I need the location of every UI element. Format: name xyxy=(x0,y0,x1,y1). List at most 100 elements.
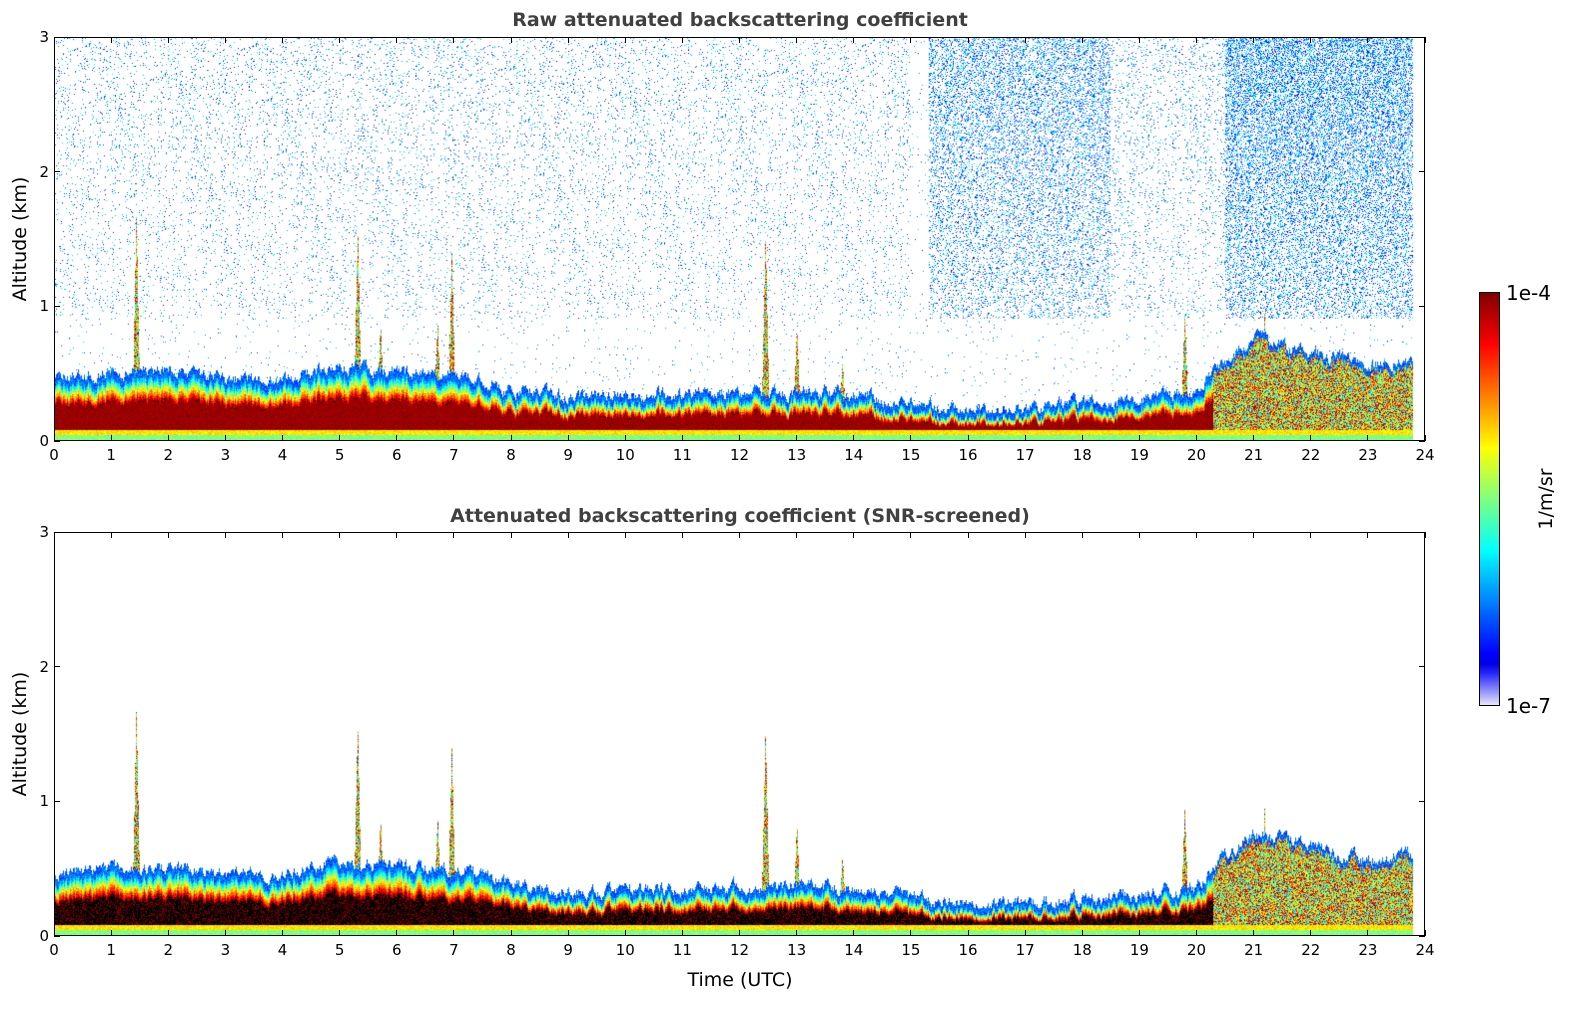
x-tick-mark xyxy=(282,532,283,538)
x-tick-mark xyxy=(53,435,55,441)
x-tick-mark xyxy=(567,37,569,43)
x-tick-mark xyxy=(282,930,283,936)
colorbar xyxy=(1479,292,1500,706)
x-tick-label: 3 xyxy=(220,446,231,464)
x-tick-mark xyxy=(110,37,112,43)
x-tick-label: 19 xyxy=(1129,941,1149,959)
x-tick-mark xyxy=(510,930,512,936)
x-tick-label: 7 xyxy=(449,941,459,959)
x-tick-mark xyxy=(796,37,798,43)
x-tick-label: 13 xyxy=(787,446,807,464)
x-tick-mark xyxy=(1367,532,1369,538)
x-tick-mark xyxy=(1024,37,1026,43)
x-tick-label: 10 xyxy=(615,446,635,464)
x-tick-label: 17 xyxy=(1015,446,1035,464)
y-tick-mark xyxy=(54,666,60,668)
y-tick-mark xyxy=(54,800,60,802)
x-tick-mark xyxy=(681,532,683,538)
x-tick-label: 6 xyxy=(391,446,402,464)
x-tick-label: 11 xyxy=(672,446,692,464)
x-tick-label: 1 xyxy=(106,941,116,959)
y-tick-mark xyxy=(1419,440,1425,442)
x-tick-mark xyxy=(1367,37,1369,43)
y-tick-mark xyxy=(1419,800,1425,802)
x-tick-label: 2 xyxy=(163,446,174,464)
y-tick-mark xyxy=(1419,36,1425,38)
x-tick-mark xyxy=(1081,930,1083,936)
x-tick-mark xyxy=(167,532,169,538)
x-tick-label: 0 xyxy=(49,941,59,959)
colorbar-min-label: 1e-7 xyxy=(1506,694,1551,718)
x-tick-mark xyxy=(853,37,855,43)
x-tick-label: 18 xyxy=(1072,446,1092,464)
x-tick-mark xyxy=(1138,435,1140,441)
x-tick-label: 14 xyxy=(844,941,864,959)
x-tick-mark xyxy=(796,532,798,538)
x-tick-label: 18 xyxy=(1072,941,1092,959)
x-tick-label: 6 xyxy=(391,941,402,959)
x-tick-mark xyxy=(510,532,512,538)
x-tick-label: 21 xyxy=(1244,941,1264,959)
x-tick-mark xyxy=(396,930,398,936)
x-tick-label: 11 xyxy=(672,941,692,959)
x-tick-mark xyxy=(1310,435,1312,441)
x-tick-mark xyxy=(1253,37,1255,43)
x-tick-mark xyxy=(967,435,969,441)
x-tick-mark xyxy=(1081,435,1083,441)
x-tick-mark xyxy=(1196,37,1197,43)
x-tick-mark xyxy=(339,930,341,936)
x-tick-mark xyxy=(53,930,55,936)
x-tick-mark xyxy=(453,37,455,43)
y-tick-mark xyxy=(54,531,60,533)
x-tick-label: 13 xyxy=(787,941,807,959)
x-tick-mark xyxy=(624,37,626,43)
x-tick-mark xyxy=(910,435,912,441)
x-tick-label: 20 xyxy=(1186,446,1207,464)
x-tick-mark xyxy=(510,37,512,43)
x-tick-label: 1 xyxy=(106,446,116,464)
x-tick-mark xyxy=(396,37,398,43)
x-tick-mark xyxy=(739,435,740,441)
x-tick-label: 23 xyxy=(1358,446,1378,464)
x-tick-mark xyxy=(1024,435,1026,441)
x-tick-mark xyxy=(624,435,626,441)
x-tick-label: 14 xyxy=(844,446,864,464)
x-tick-mark xyxy=(1367,930,1369,936)
x-tick-mark xyxy=(282,435,283,441)
raw-backscatter-heatmap xyxy=(54,37,1425,441)
x-tick-mark xyxy=(739,532,740,538)
x-tick-mark xyxy=(110,435,112,441)
x-tick-mark xyxy=(1253,532,1255,538)
y-tick-label: 0 xyxy=(39,927,49,945)
x-tick-mark xyxy=(1310,532,1312,538)
x-tick-mark xyxy=(1138,930,1140,936)
x-tick-mark xyxy=(396,435,398,441)
x-tick-label: 4 xyxy=(277,446,288,464)
x-tick-mark xyxy=(167,37,169,43)
x-tick-label: 9 xyxy=(563,941,573,959)
x-tick-label: 3 xyxy=(220,941,231,959)
x-tick-mark xyxy=(1196,532,1197,538)
x-tick-mark xyxy=(224,930,226,936)
x-tick-mark xyxy=(339,37,341,43)
x-tick-label: 24 xyxy=(1415,446,1435,464)
x-tick-label: 15 xyxy=(901,941,921,959)
x-tick-mark xyxy=(1024,930,1026,936)
x-tick-label: 5 xyxy=(334,941,345,959)
colorbar-max-label: 1e-4 xyxy=(1506,281,1551,305)
x-tick-label: 24 xyxy=(1415,941,1435,959)
x-tick-mark xyxy=(1138,37,1140,43)
x-tick-mark xyxy=(110,532,112,538)
x-tick-label: 7 xyxy=(449,446,459,464)
x-tick-mark xyxy=(1424,930,1426,936)
y-tick-label: 2 xyxy=(39,162,49,181)
x-tick-mark xyxy=(1196,930,1197,936)
y-tick-label: 0 xyxy=(39,432,49,450)
x-tick-label: 22 xyxy=(1301,941,1321,959)
x-tick-label: 17 xyxy=(1015,941,1035,959)
x-tick-mark xyxy=(681,930,683,936)
x-tick-mark xyxy=(110,930,112,936)
x-tick-label: 4 xyxy=(277,941,288,959)
x-tick-label: 21 xyxy=(1244,446,1264,464)
screened-backscatter-heatmap xyxy=(54,532,1425,936)
